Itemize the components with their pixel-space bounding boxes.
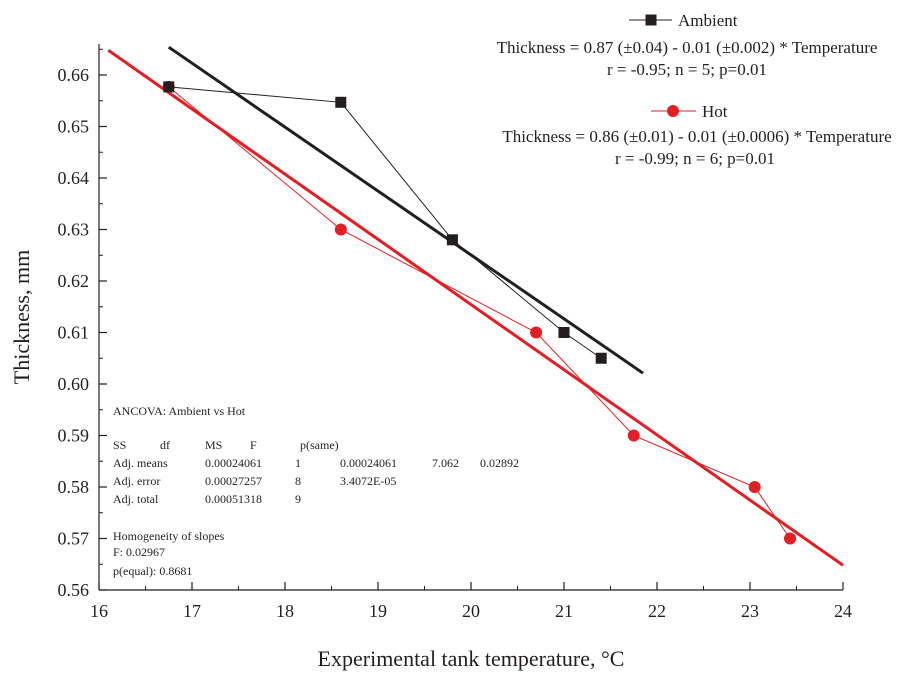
data-point-hot xyxy=(783,532,796,545)
ancova-header-p: p(same) xyxy=(300,438,339,452)
series-line-hot xyxy=(168,86,791,539)
y-tick-label: 0.61 xyxy=(58,323,90,343)
ancova-header-f: F xyxy=(250,438,257,452)
y-tick-label: 0.66 xyxy=(58,65,90,85)
data-point-ambient xyxy=(335,96,347,108)
ancova-row-means-p: 0.02892 xyxy=(480,456,519,470)
legend-ambient-label: Ambient xyxy=(678,11,738,30)
ancova-row-total-df: 9 xyxy=(295,492,301,506)
y-tick-label: 0.63 xyxy=(58,220,90,240)
data-point-ambient xyxy=(446,234,458,246)
hot-stats: r = -0.99; n = 6; p=0.01 xyxy=(615,149,775,168)
ancova-row-error-ms: 3.4072E-05 xyxy=(340,474,396,488)
ancova-row-total-ss: 0.00051318 xyxy=(205,492,262,506)
legend-hot-circle-icon xyxy=(667,105,679,117)
x-tick-label: 16 xyxy=(90,601,108,621)
ancova-row-means-f: 7.062 xyxy=(432,456,459,470)
data-point-ambient xyxy=(595,352,607,364)
ancova-row-means-df: 1 xyxy=(295,456,301,470)
ancova-row-total-label: Adj. total xyxy=(113,492,159,506)
ancova-header-ss: SS xyxy=(113,438,126,452)
legend-ambient: Ambient Thickness = 0.87 (±0.04) - 0.01 … xyxy=(497,11,878,79)
y-tick-label: 0.58 xyxy=(58,477,90,497)
homogeneity-f: F: 0.02967 xyxy=(113,545,165,559)
x-tick-label: 22 xyxy=(648,601,666,621)
x-axis-label: Experimental tank temperature, °C xyxy=(318,646,625,671)
ancova-title: ANCOVA: Ambient vs Hot xyxy=(113,404,246,418)
x-tick-label: 20 xyxy=(462,601,480,621)
fit-line-ambient xyxy=(167,45,644,375)
y-ticks: 0.56 0.57 0.58 0.59 0.60 0.61 0.62 0.63 0.64 0.65… xyxy=(58,48,107,600)
y-tick-label: 0.57 xyxy=(58,529,90,549)
y-tick-label: 0.59 xyxy=(58,426,90,446)
data-point-hot xyxy=(334,223,347,236)
homogeneity-title: Homogeneity of slopes xyxy=(113,529,225,543)
homogeneity-p: p(equal): 0.8681 xyxy=(113,564,192,578)
legend-ambient-square-icon xyxy=(645,14,657,26)
ambient-stats: r = -0.95; n = 5; p=0.01 xyxy=(607,60,767,79)
y-axis-label: Thickness, mm xyxy=(9,250,34,384)
ancova-header-df: df xyxy=(160,438,170,452)
ancova-annotation: ANCOVA: Ambient vs Hot SS df MS F p(same… xyxy=(113,404,519,578)
series-markers xyxy=(162,80,796,545)
y-tick-label: 0.62 xyxy=(58,271,90,291)
fit-lines xyxy=(107,45,844,567)
ancova-row-means-label: Adj. means xyxy=(113,456,168,470)
legend-hot: Hot Thickness = 0.86 (±0.01) - 0.01 (±0.… xyxy=(502,102,891,168)
y-tick-label: 0.65 xyxy=(58,117,90,137)
y-tick-label: 0.60 xyxy=(58,374,90,394)
x-tick-label: 24 xyxy=(834,601,852,621)
x-tick-label: 18 xyxy=(276,601,294,621)
fit-line-hot xyxy=(107,49,844,567)
ancova-row-error-df: 8 xyxy=(295,474,301,488)
ancova-row-means-ms: 0.00024061 xyxy=(340,456,397,470)
ancova-row-means-ss: 0.00024061 xyxy=(205,456,262,470)
ancova-header-ms: MS xyxy=(205,438,222,452)
ancova-row-error-ss: 0.00027257 xyxy=(205,474,262,488)
data-point-ambient xyxy=(558,327,570,338)
x-ticks: 16 17 18 19 20 21 22 23 24 xyxy=(90,582,852,621)
x-tick-label: 21 xyxy=(555,601,573,621)
legend-hot-label: Hot xyxy=(702,102,728,121)
data-point-hot xyxy=(748,481,761,493)
data-point-hot xyxy=(530,326,543,339)
ambient-equation: Thickness = 0.87 (±0.04) - 0.01 (±0.002)… xyxy=(497,38,878,57)
x-tick-label: 23 xyxy=(741,601,759,621)
ancova-row-error-label: Adj. error xyxy=(113,474,160,488)
data-point-hot xyxy=(627,429,640,442)
y-tick-label: 0.64 xyxy=(58,168,90,188)
data-point-ambient xyxy=(163,81,175,93)
x-tick-label: 19 xyxy=(369,601,387,621)
y-tick-label: 0.56 xyxy=(58,580,90,600)
x-tick-label: 17 xyxy=(183,601,201,621)
plot-area xyxy=(98,44,843,591)
hot-equation: Thickness = 0.86 (±0.01) - 0.01 (±0.0006… xyxy=(502,127,891,146)
